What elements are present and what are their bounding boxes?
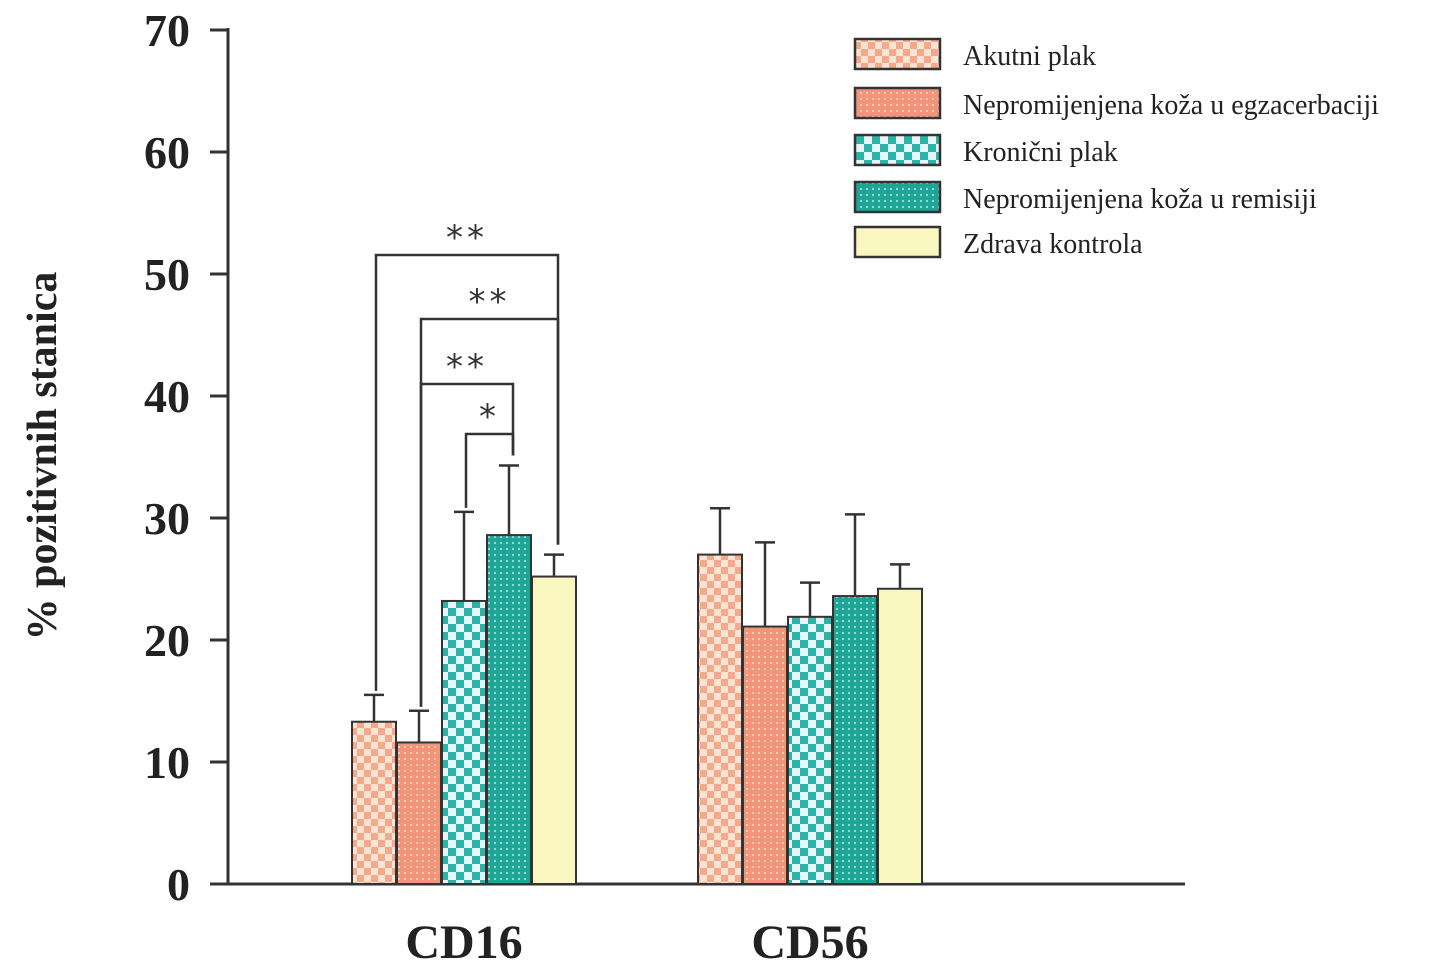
bar [877,587,923,885]
significance-label: ** [469,282,511,322]
legend-label: Nepromijenjena koža u egzacerbaciji [963,90,1379,121]
legend-label: Akutni plak [963,41,1096,72]
category-labels: CD16 CD56 [405,916,868,965]
y-tick-label: 30 [144,493,190,544]
significance-bracket [419,382,515,707]
legend-swatch [853,37,942,71]
legend-swatch [853,133,942,167]
y-tick-label: 50 [144,249,190,300]
y-ticks: 0 10 20 30 40 50 60 70 [144,5,228,910]
category-label: CD16 [405,916,522,965]
bar [832,595,878,886]
legend: Akutni plak Nepromijenjena koža u egzacer… [853,37,1379,260]
significance-label: ** [446,218,488,258]
legend-swatch [853,225,942,259]
significance-label: * [479,397,500,437]
legend-label: Nepromijenjena koža u remisiji [963,184,1317,215]
y-tick-label: 60 [144,127,190,178]
y-axis-label: % pozitivnih stanica [20,272,66,641]
bars [351,534,923,886]
y-tick-label: 40 [144,371,190,422]
significance-brackets: ******* [374,218,560,707]
bar [531,575,577,885]
legend-swatch [853,180,942,214]
significance-bracket [464,432,515,508]
bar [396,741,442,885]
bar [742,625,788,886]
significance-label: ** [446,347,488,387]
bar [441,599,487,886]
bar [351,720,397,885]
y-tick-label: 0 [167,859,190,910]
legend-label: Kronični plak [963,137,1118,168]
bar [486,534,532,886]
bar [787,615,833,885]
bar [697,553,743,885]
legend-label: Zdrava kontrola [963,229,1143,260]
y-tick-label: 20 [144,615,190,666]
y-tick-label: 70 [144,5,190,56]
category-label: CD56 [751,916,868,965]
error-bars [364,464,910,743]
legend-swatch [853,86,942,120]
y-tick-label: 10 [144,737,190,788]
